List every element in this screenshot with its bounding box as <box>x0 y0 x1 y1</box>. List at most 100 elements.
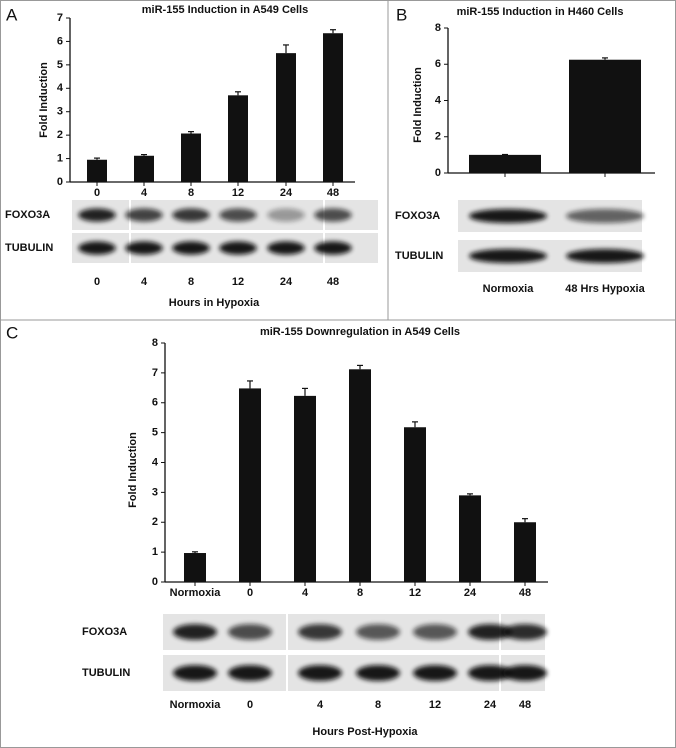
y-tick-label: 0 <box>152 576 158 588</box>
y-tick-label: 3 <box>152 486 158 498</box>
blot-band <box>219 208 257 222</box>
bar <box>514 522 536 582</box>
y-tick-label: 1 <box>152 546 158 558</box>
bar <box>294 395 316 582</box>
y-tick-label: 4 <box>57 82 64 94</box>
y-tick-label: 8 <box>152 337 158 349</box>
y-tick-label: 3 <box>57 106 63 118</box>
blot-band <box>228 624 272 640</box>
y-tick-label: 7 <box>152 367 158 379</box>
y-tick-label: 4 <box>152 456 159 468</box>
blot-band <box>228 665 272 681</box>
x-axis-label: Hours Post-Hypoxia <box>312 726 418 738</box>
panel-letter: A <box>6 5 18 24</box>
blot-lane-label: 4 <box>317 699 324 711</box>
panel-letter: B <box>396 5 407 24</box>
blot-band <box>314 241 352 255</box>
x-tick-label: Normoxia <box>170 587 222 599</box>
blot-band <box>469 208 547 224</box>
blot-band <box>469 248 547 264</box>
y-tick-label: 6 <box>57 35 63 47</box>
blot-lane-label: 12 <box>232 276 244 288</box>
blot-lane-label: 0 <box>247 699 253 711</box>
y-tick-label: 6 <box>435 58 441 70</box>
bar <box>134 155 154 182</box>
blot-row-label: FOXO3A <box>5 209 50 221</box>
blot-band <box>173 665 217 681</box>
blot-lane-label: 12 <box>429 699 441 711</box>
blot-band <box>356 624 400 640</box>
chart-title: miR-155 Induction in H460 Cells <box>457 6 624 18</box>
blot-band <box>125 241 163 255</box>
blot-band <box>413 665 457 681</box>
blot-band <box>503 624 547 640</box>
blot-band <box>468 665 512 681</box>
x-tick-label: 0 <box>247 587 253 599</box>
blot-band <box>125 208 163 222</box>
blot-band <box>219 241 257 255</box>
blot-row-label: TUBULIN <box>82 667 130 679</box>
bar <box>569 59 641 173</box>
y-tick-label: 7 <box>57 12 63 24</box>
blot-row-label: FOXO3A <box>395 210 440 222</box>
panel-letter: C <box>6 323 18 342</box>
blot-lane-label: 24 <box>280 276 293 288</box>
y-tick-label: 1 <box>57 152 63 164</box>
blot-band <box>172 208 210 222</box>
blot-lane-label: Normoxia <box>170 699 222 711</box>
bar <box>228 95 248 182</box>
x-tick-label: 4 <box>302 587 309 599</box>
blot-band <box>267 208 305 222</box>
bar <box>459 495 481 582</box>
blot-band <box>78 208 116 222</box>
blot-row-label: TUBULIN <box>395 250 443 262</box>
blot-lane-label: 48 <box>327 276 339 288</box>
bar <box>323 33 343 182</box>
y-tick-label: 2 <box>57 129 63 141</box>
x-tick-label: 24 <box>464 587 477 599</box>
bar <box>239 388 261 582</box>
x-tick-label: 8 <box>357 587 363 599</box>
blot-band <box>356 665 400 681</box>
y-tick-label: 0 <box>57 176 63 188</box>
y-tick-label: 5 <box>57 59 63 71</box>
x-tick-label: 4 <box>141 187 148 199</box>
blot-band <box>503 665 547 681</box>
x-tick-label: 24 <box>280 187 293 199</box>
x-tick-label: 48 <box>519 587 531 599</box>
blot-band <box>566 208 644 224</box>
blot-lane-label: 4 <box>141 276 148 288</box>
bar <box>404 427 426 582</box>
y-tick-label: 6 <box>152 397 158 409</box>
blot-lane-label: 48 <box>519 699 531 711</box>
y-tick-label: 2 <box>435 131 441 143</box>
x-tick-label: 8 <box>188 187 194 199</box>
x-tick-label: 12 <box>232 187 244 199</box>
bar <box>349 369 371 582</box>
blot-lane-label: 0 <box>94 276 100 288</box>
bar <box>181 133 201 182</box>
y-tick-label: 4 <box>435 94 442 106</box>
blot-row-label: TUBULIN <box>5 242 53 254</box>
blot-lane-label: 24 <box>484 699 497 711</box>
y-axis-label: Fold Induction <box>127 432 139 508</box>
blot-band <box>314 208 352 222</box>
blot-row-label: FOXO3A <box>82 626 127 638</box>
blot-band <box>172 241 210 255</box>
chart-title: miR-155 Downregulation in A549 Cells <box>260 326 460 338</box>
x-tick-label: 0 <box>94 187 100 199</box>
y-axis-label: Fold Induction <box>38 62 50 138</box>
blot-band <box>413 624 457 640</box>
blot-lane-label: Normoxia <box>483 283 535 295</box>
y-tick-label: 5 <box>152 427 158 439</box>
x-tick-label: 12 <box>409 587 421 599</box>
blot-band <box>298 624 342 640</box>
chart-title: miR-155 Induction in A549 Cells <box>142 4 308 16</box>
y-tick-label: 0 <box>435 167 441 179</box>
blot-lane-label: 48 Hrs Hypoxia <box>565 283 645 295</box>
x-tick-label: 48 <box>327 187 339 199</box>
y-tick-label: 8 <box>435 22 441 34</box>
blot-band <box>566 248 644 264</box>
bar <box>276 53 296 183</box>
